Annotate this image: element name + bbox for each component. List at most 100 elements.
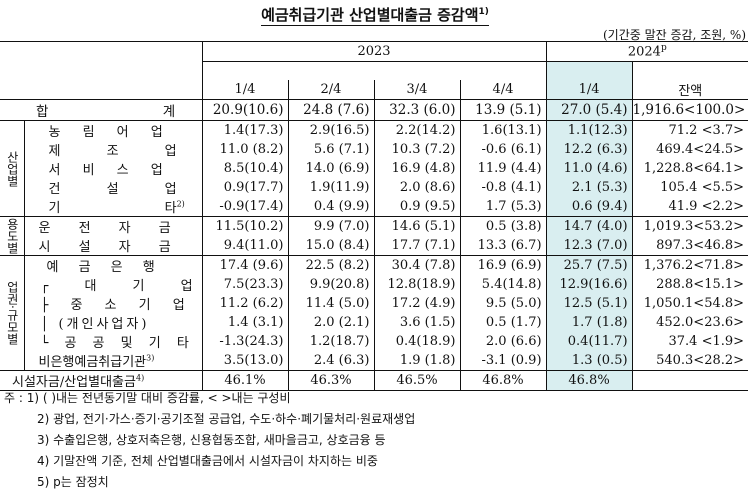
group-label-purpose: 용도별 (0, 217, 24, 256)
cell: 20.9(10.6) (202, 100, 288, 121)
row-label: 건 설 업 (24, 178, 202, 197)
cell: 1.6(13.1) (460, 121, 546, 141)
cell: -0.9(17.4) (202, 197, 288, 217)
header-balance: 잔액 (632, 80, 748, 100)
cell: 0.6 (9.4) (546, 197, 632, 217)
header-year-2023: 2023 (202, 42, 546, 62)
cell: 14.0 (6.9) (288, 159, 374, 178)
cell: 17.2 (4.9) (374, 294, 460, 313)
table-row: 산업별 농 림 어 업 1.4(17.3) 2.9(16.5) 2.2(14.2… (0, 121, 748, 141)
header-q2: 2/4 (288, 80, 374, 100)
table-row: 시설자금/산업별대출금4) 46.1% 46.3% 46.5% 46.8% 46… (0, 371, 748, 391)
loans-table: 2023 2024p 1/4 2/4 3/4 4/4 1/4 잔액 합 계 20… (0, 41, 748, 391)
cell: 0.4(11.7) (546, 332, 632, 351)
cell: 25.7 (7.5) (546, 256, 632, 276)
cell: 27.0 (5.4) (546, 100, 632, 121)
row-label: 제 조 업 (24, 140, 202, 159)
header-row-years: 2023 2024p (0, 42, 748, 62)
group-label-type: 업권·규모별 (0, 256, 24, 371)
table-row: 합 계 20.9(10.6) 24.8 (7.6) 32.3 (6.0) 13.… (0, 100, 748, 121)
header-year-2024: 2024p (546, 42, 748, 62)
cell: 12.3 (7.0) (546, 236, 632, 256)
footnote: 3) 수출입은행, 상호저축은행, 신용협동조합, 새마을금고, 상호금융 등 (37, 431, 386, 448)
table-row: └ 공 공 및 기 타 -1.3(24.3) 1.2(18.7) 0.4(18.… (0, 332, 748, 351)
row-label: 비은행예금취급기관3) (24, 351, 202, 371)
cell: 12.9(16.6) (546, 275, 632, 294)
cell: 14.7 (4.0) (546, 217, 632, 237)
cell: 32.3 (6.0) (374, 100, 460, 121)
header-q3: 3/4 (374, 80, 460, 100)
table-row: 서 비 스 업 8.5(10.4) 14.0 (6.9) 16.9 (4.8) … (0, 159, 748, 178)
cell: 897.3<46.8> (632, 236, 748, 256)
title-footnote: 1) (479, 7, 489, 17)
table-row: 제 조 업 11.0 (8.2) 5.6 (7.1) 10.3 (7.2) -0… (0, 140, 748, 159)
cell: 1,019.3<53.2> (632, 217, 748, 237)
cell: 24.8 (7.6) (288, 100, 374, 121)
cell: 1,376.2<71.8> (632, 256, 748, 276)
cell: 0.9 (9.5) (374, 197, 460, 217)
cell: -1.3(24.3) (202, 332, 288, 351)
cell: 16.9 (6.9) (460, 256, 546, 276)
table-row: 건 설 업 0.9(17.7) 1.9(11.9) 2.0 (8.6) -0.8… (0, 178, 748, 197)
table-row: ┌ 대 기 업 7.5(23.3) 9.9(20.8) 12.8(18.9) 5… (0, 275, 748, 294)
cell: 2.1 (5.3) (546, 178, 632, 197)
cell: 0.4(18.9) (374, 332, 460, 351)
cell: 46.1% (202, 371, 288, 391)
cell: 469.4<24.5> (632, 140, 748, 159)
cell: 540.3<28.2> (632, 351, 748, 371)
cell: 41.9 <2.2> (632, 197, 748, 217)
row-label: └ 공 공 및 기 타 (24, 332, 202, 351)
cell: 37.4 <1.9> (632, 332, 748, 351)
cell: 452.0<23.6> (632, 313, 748, 332)
row-label: │ (개인사업자) (24, 313, 202, 332)
row-label: ├ 중 소 기 업 (24, 294, 202, 313)
cell: 0.9(17.7) (202, 178, 288, 197)
cell: 15.0 (8.4) (288, 236, 374, 256)
cell: 1,228.8<64.1> (632, 159, 748, 178)
cell: 11.5(10.2) (202, 217, 288, 237)
cell: 10.3 (7.2) (374, 140, 460, 159)
footnote: 4) 기말잔액 기준, 전체 산업별대출금에서 시설자금이 차지하는 비중 (37, 452, 378, 469)
cell: 1.3 (0.5) (546, 351, 632, 371)
cell: 1.7 (1.8) (546, 313, 632, 332)
cell: 1.2(18.7) (288, 332, 374, 351)
cell: 2.0 (6.6) (460, 332, 546, 351)
page-title: 예금취급기관 산업별대출금 증감액1) (0, 4, 750, 25)
cell: 14.6 (5.1) (374, 217, 460, 237)
header-row-rule (0, 61, 748, 80)
row-label: 시설자금/산업별대출금4) (0, 371, 202, 391)
row-label: ┌ 대 기 업 (24, 275, 202, 294)
cell: 2.4 (6.3) (288, 351, 374, 371)
cell: 9.4(11.0) (202, 236, 288, 256)
cell: 46.8% (546, 371, 632, 391)
cell: 9.9 (7.0) (288, 217, 374, 237)
cell: 2.0 (2.1) (288, 313, 374, 332)
cell: 13.3 (6.7) (460, 236, 546, 256)
cell: 12.8(18.9) (374, 275, 460, 294)
cell: 17.4 (9.6) (202, 256, 288, 276)
cell: 5.4(14.8) (460, 275, 546, 294)
cell: 2.0 (8.6) (374, 178, 460, 197)
cell: 0.5 (1.7) (460, 313, 546, 332)
table-row: 비은행예금취급기관3) 3.5(13.0) 2.4 (6.3) 1.9 (1.8… (0, 351, 748, 371)
cell: 11.0 (4.6) (546, 159, 632, 178)
cell: -0.6 (6.1) (460, 140, 546, 159)
cell: 0.4 (9.9) (288, 197, 374, 217)
title-text: 예금취급기관 산업별대출금 증감액 (261, 6, 478, 26)
cell: 46.5% (374, 371, 460, 391)
cell: 0.5 (3.8) (460, 217, 546, 237)
cell: 13.9 (5.1) (460, 100, 546, 121)
header-q4: 4/4 (460, 80, 546, 100)
table-row: 시 설 자 금 9.4(11.0) 15.0 (8.4) 17.7 (7.1) … (0, 236, 748, 256)
cell: 1,916.6<100.0> (632, 100, 748, 121)
footnote: 5) p는 잠정치 (37, 473, 109, 490)
cell: 12.5 (5.1) (546, 294, 632, 313)
header-row-quarters: 1/4 2/4 3/4 4/4 1/4 잔액 (0, 80, 748, 100)
header-q1: 1/4 (202, 80, 288, 100)
row-label: 농 림 어 업 (24, 121, 202, 141)
cell: 1.9(11.9) (288, 178, 374, 197)
cell: 11.2 (6.2) (202, 294, 288, 313)
cell: 8.5(10.4) (202, 159, 288, 178)
cell: 71.2 <3.7> (632, 121, 748, 141)
cell: -0.8 (4.1) (460, 178, 546, 197)
